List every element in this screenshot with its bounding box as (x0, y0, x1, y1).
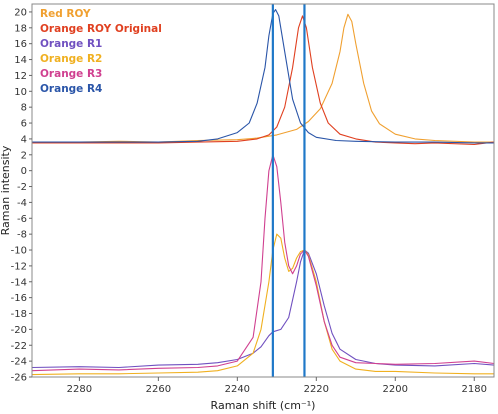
x-tick-label: 2280 (67, 384, 92, 395)
x-tick-label: 2180 (462, 384, 487, 395)
x-tick-label: 2240 (225, 384, 250, 395)
y-tick-label: 4 (21, 134, 27, 145)
series-line-2 (32, 15, 495, 146)
x-axis-title: Raman shift (cm⁻¹) (211, 399, 316, 412)
y-tick-label: -24 (11, 357, 27, 368)
legend-entry: Orange R3 (40, 68, 102, 80)
series-line-5 (31, 154, 495, 372)
legend-entry: Orange ROY Original (40, 23, 162, 35)
y-tick-label: -20 (11, 325, 27, 336)
y-tick-label: 12 (14, 71, 27, 82)
y-tick-label: -26 (11, 373, 27, 384)
y-tick-label: -16 (11, 293, 27, 304)
y-tick-label: 16 (14, 39, 27, 50)
y-tick-label: -10 (11, 246, 27, 257)
plot-frame (31, 3, 495, 378)
series-line-6 (32, 9, 494, 144)
y-tick-label: 0 (21, 166, 27, 177)
y-tick-label: 10 (14, 87, 27, 98)
y-tick-label: -4 (17, 198, 27, 209)
y-tick-label: -12 (11, 261, 27, 272)
legend: Red ROY Orange ROY Original Orange R1 Orang… (40, 8, 162, 95)
y-tick-label: 8 (21, 103, 27, 114)
y-axis-title: Raman intensity (0, 145, 12, 235)
y-tick-label: -8 (17, 230, 27, 241)
y-tick-label: -2 (17, 182, 27, 193)
legend-entry: Orange R1 (40, 38, 102, 50)
y-tick-label: 6 (21, 119, 27, 130)
series-group (31, 9, 495, 376)
y-tick-label: 2 (21, 150, 27, 161)
x-tick-label: 2200 (383, 384, 408, 395)
y-tick-label: 20 (14, 7, 27, 18)
y-tick-label: -22 (11, 341, 27, 352)
y-tick-label: 14 (14, 55, 27, 66)
legend-entry: Orange R2 (40, 53, 102, 65)
y-tick-label: -18 (11, 309, 27, 320)
y-tick-label: -14 (11, 277, 27, 288)
vertical-marker-group (271, 4, 306, 377)
x-tick-label: 2260 (146, 384, 171, 395)
x-tick-label: 2220 (304, 384, 329, 395)
y-tick-label: -6 (17, 214, 27, 225)
series-line-1 (32, 13, 494, 143)
series-line-3 (31, 249, 495, 369)
legend-entry: Orange R4 (40, 83, 102, 95)
y-tick-label: 18 (14, 23, 27, 34)
axes: -26-24-22-20-18-16-14-12-10-8-6-4-202468… (11, 3, 495, 395)
legend-entry: Red ROY (40, 8, 91, 20)
